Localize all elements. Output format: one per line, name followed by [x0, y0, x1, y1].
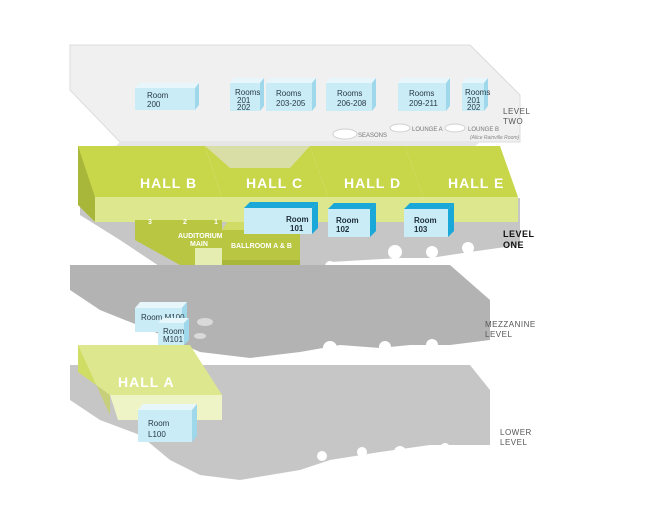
- hall-b[interactable]: HALL B: [78, 146, 222, 222]
- room-label: Rooms: [409, 89, 434, 98]
- room-number: 101: [290, 224, 304, 233]
- mezzanine-label: MEZZANINE: [485, 320, 536, 329]
- room-label: Rooms: [337, 89, 362, 98]
- hall-e-label: HALL E: [448, 175, 504, 191]
- room-label: Room M100: [141, 313, 185, 322]
- auditorium-label-2: MAIN: [190, 241, 208, 248]
- hall-d-label: HALL D: [344, 175, 401, 191]
- level-two-label-2: TWO: [503, 117, 523, 126]
- auditorium-section-1: 1: [214, 219, 218, 226]
- level-one-label-2: ONE: [503, 240, 524, 250]
- lower-level-label-2: LEVEL: [500, 438, 527, 447]
- lounge-a-label: LOUNGE A: [412, 127, 443, 133]
- room-number: 209-211: [409, 99, 438, 108]
- room-101[interactable]: Room 101: [244, 202, 318, 234]
- stair-connector: [205, 146, 310, 168]
- room-number: 102: [336, 225, 350, 234]
- room-number: 201: [237, 96, 251, 105]
- room-number: L100: [148, 430, 166, 439]
- auditorium-section-3: 3: [148, 219, 152, 226]
- room-number: M101: [163, 335, 184, 344]
- room-l100[interactable]: Room L100: [138, 404, 197, 442]
- rooms-203-205[interactable]: Rooms 203-205: [266, 78, 316, 111]
- lower-level-label: LOWER: [500, 428, 532, 437]
- room-label: Room: [147, 91, 169, 100]
- room-number: 202: [237, 103, 251, 112]
- rooms-201-202[interactable]: Rooms 201 202: [230, 78, 264, 112]
- rooms-206-208[interactable]: Rooms 206-208: [326, 78, 376, 111]
- ballroom-label: BALLROOM A & B: [231, 243, 292, 250]
- room-label: Rooms: [465, 88, 490, 97]
- room-200[interactable]: Room 200: [135, 83, 199, 110]
- level-two-lounges: SEASONS LOUNGE A LOUNGE B (Alice Rainvil…: [332, 123, 520, 141]
- level-two-label: LEVEL: [503, 107, 530, 116]
- lounge-b-label: LOUNGE B: [468, 127, 499, 133]
- room-label: Room: [414, 216, 437, 225]
- room-label: Rooms: [276, 89, 301, 98]
- auditorium-label: AUDITORIUM: [178, 233, 223, 240]
- room-label: Room: [286, 215, 309, 224]
- lounge-b-note: (Alice Rainville Room): [470, 135, 520, 141]
- room-number: 201: [467, 96, 481, 105]
- auditorium-section-2: 2: [183, 219, 187, 226]
- hall-e[interactable]: HALL E: [405, 146, 518, 222]
- mezzanine-floor: [70, 265, 490, 358]
- hall-c-label: HALL C: [246, 175, 303, 191]
- room-103[interactable]: Room 103: [404, 203, 454, 237]
- room-102[interactable]: Room 102: [328, 203, 376, 237]
- hall-a-label: HALL A: [118, 374, 175, 390]
- seasons-label: SEASONS: [358, 133, 387, 139]
- room-number: 103: [414, 225, 428, 234]
- rooms-209-211[interactable]: Rooms 209-211: [398, 78, 450, 111]
- room-m101[interactable]: Room M101: [158, 318, 189, 345]
- level-one-label: LEVEL: [503, 229, 535, 239]
- mezzanine-label-2: LEVEL: [485, 330, 512, 339]
- room-label: Room: [148, 419, 170, 428]
- room-label: Rooms: [235, 88, 260, 97]
- room-number: 200: [147, 100, 161, 109]
- room-number: 202: [467, 103, 481, 112]
- room-number: 203-205: [276, 99, 306, 108]
- rooms-201-202-east[interactable]: Rooms 201 202: [462, 78, 490, 112]
- room-number: 206-208: [337, 99, 367, 108]
- hall-b-label: HALL B: [140, 175, 197, 191]
- auditorium-main[interactable]: 3 2 1 AUDITORIUM MAIN: [135, 219, 223, 272]
- room-label: Room: [336, 216, 359, 225]
- room-label: Room: [163, 327, 185, 336]
